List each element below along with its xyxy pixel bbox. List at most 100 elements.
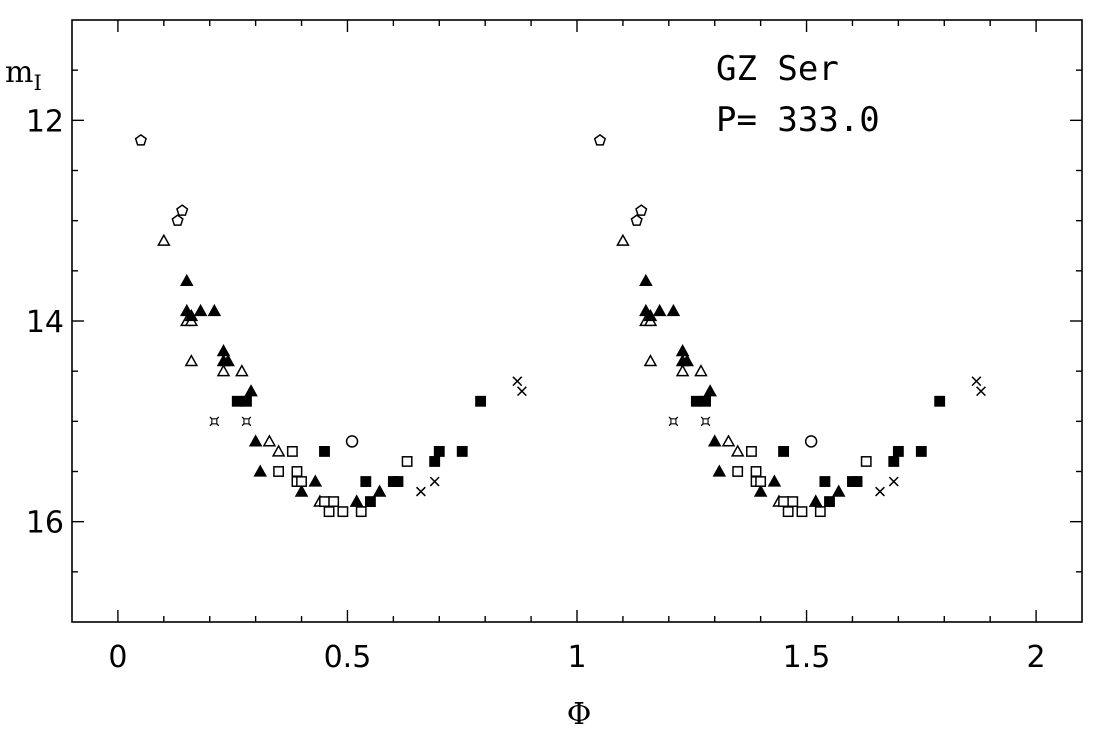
cross-point (429, 476, 440, 487)
y-tick-label: 14 (26, 305, 64, 340)
cross-point (516, 386, 527, 397)
open-pentagon-point (635, 204, 648, 216)
open-square-point (782, 506, 794, 518)
plot-border (71, 19, 1083, 623)
open-star-point (209, 416, 220, 427)
x-tick-label: 1 (567, 640, 586, 675)
open-square-point (291, 466, 303, 477)
cross-stroke (976, 386, 986, 397)
x-axis-label: Φ (567, 697, 592, 732)
cross-stroke (971, 376, 982, 387)
filled-triangle-point (179, 273, 194, 287)
cross-stroke (875, 486, 885, 497)
filled-triangle-point (248, 434, 263, 447)
filled-triangle-point (707, 434, 722, 447)
open-square-point (337, 506, 349, 518)
filled-square-point (392, 476, 404, 487)
cross-point (976, 386, 986, 397)
cross-point (888, 476, 899, 487)
period-annotation: P= 333.0 (716, 100, 880, 140)
filled-square-point (892, 446, 904, 457)
x-tick-label: 1.5 (783, 640, 831, 675)
axis-ticks (72, 20, 1082, 622)
filled-triangle-point (808, 494, 823, 507)
filled-square-point (851, 476, 863, 487)
filled-triangle-point (349, 494, 364, 507)
filled-triangle-point (244, 384, 258, 397)
filled-triangle-point (372, 484, 387, 497)
open-pentagon-point (593, 133, 607, 146)
filled-triangle-point (680, 354, 694, 367)
cross-point (875, 486, 885, 497)
x-tick-label: 0 (108, 640, 127, 675)
open-circle-point (804, 435, 818, 448)
filled-square-point (364, 496, 376, 508)
open-pentagon-point (171, 214, 184, 226)
open-square-point (787, 496, 799, 508)
open-triangle-point (643, 354, 658, 367)
open-triangle-point (184, 354, 199, 367)
filled-triangle-point (253, 464, 268, 477)
filled-triangle-point (831, 484, 846, 497)
open-triangle-point (694, 364, 708, 377)
cross-point (415, 486, 426, 497)
y-tick-label: 12 (26, 104, 64, 139)
cross-stroke (429, 476, 440, 487)
filled-triangle-point (712, 464, 727, 477)
open-triangle-point (730, 444, 745, 457)
filled-triangle-point (703, 384, 717, 397)
open-square-point (296, 476, 307, 487)
filled-square-point (241, 395, 252, 407)
open-square-point (732, 466, 744, 477)
open-square-point (750, 466, 762, 477)
filled-triangle-point (221, 354, 235, 367)
plot-frame (71, 19, 1083, 623)
open-triangle-point (271, 444, 286, 457)
open-triangle-point (721, 434, 736, 447)
data-points (134, 133, 986, 518)
filled-square-point (915, 446, 927, 457)
open-square-point (860, 456, 872, 467)
star-center (243, 418, 250, 425)
open-triangle-point (235, 364, 249, 377)
cross-stroke (888, 476, 899, 487)
y-axis-label-main: m (5, 55, 33, 90)
open-pentagon-point (176, 204, 189, 216)
filled-square-point (456, 446, 468, 457)
filled-triangle-point (308, 474, 323, 487)
open-square-point (323, 506, 335, 518)
open-triangle-point (216, 364, 231, 377)
filled-square-point (433, 446, 445, 457)
cross-point (971, 376, 982, 387)
filled-triangle-point (666, 303, 681, 317)
filled-square-point (360, 476, 372, 487)
filled-triangle-point (184, 308, 199, 322)
open-star-point (241, 416, 252, 427)
axis-tick-labels: 0 0.5 1 1.5 2 12 14 16 (26, 104, 1046, 675)
open-square-point (814, 506, 826, 518)
y-tick-label: 16 (26, 506, 64, 541)
star-center (670, 418, 677, 425)
filled-triangle-point (643, 308, 658, 322)
filled-square-point (819, 476, 831, 487)
open-square-point (286, 446, 298, 457)
cross-stroke (415, 486, 426, 497)
filled-square-point (319, 446, 330, 457)
star-center (702, 418, 709, 425)
filled-triangle-point (675, 344, 690, 357)
filled-triangle-point (294, 484, 309, 497)
filled-square-point (700, 395, 711, 407)
open-square-point (796, 506, 808, 518)
y-axis-label: mI (5, 55, 42, 95)
open-triangle-point (157, 233, 171, 246)
open-pentagon-point (630, 214, 643, 226)
open-square-point (746, 446, 757, 457)
filled-square-point (690, 395, 702, 407)
filled-triangle-point (216, 344, 231, 357)
cross-point (512, 376, 523, 387)
filled-square-point (888, 456, 900, 467)
x-tick-label: 2 (1027, 640, 1046, 675)
open-triangle-point (262, 434, 277, 447)
open-square-point (319, 496, 330, 508)
